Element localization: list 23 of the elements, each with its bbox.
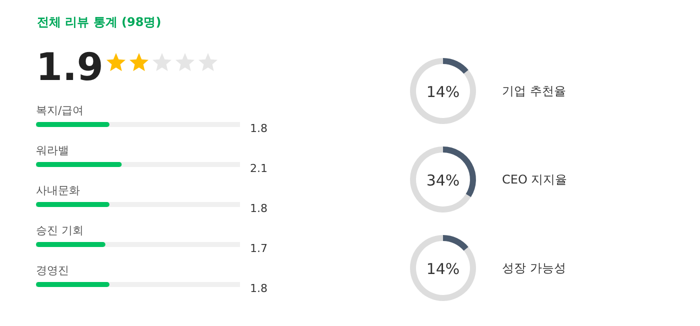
donut-slice xyxy=(410,235,476,301)
data-label: 1.7 xyxy=(250,242,268,255)
text: 기업 추천율 xyxy=(502,84,566,98)
data-label: 1.8 xyxy=(250,282,268,295)
donut-slice xyxy=(410,146,471,212)
text: 34% xyxy=(426,172,460,190)
data-label: 1.8 xyxy=(250,202,268,215)
donut-slice xyxy=(443,235,468,251)
y-tick-label: 사내문화 xyxy=(36,184,80,197)
y-tick-label: 승진 기회 xyxy=(36,224,84,237)
text: CEO 지지율 xyxy=(502,172,568,186)
data-label: 1.8 xyxy=(250,122,268,135)
text: 1.9 xyxy=(36,45,104,89)
y-tick-label: 복지/급여 xyxy=(36,104,84,117)
text: 14% xyxy=(426,260,460,278)
text: 성장 가능성 xyxy=(502,261,566,275)
donut-slice xyxy=(443,58,468,74)
text: 전체 리뷰 통계 (98명) xyxy=(37,15,162,29)
y-tick-label: 워라밸 xyxy=(36,144,69,157)
data-label: 2.1 xyxy=(250,162,268,175)
y-tick-label: 경영진 xyxy=(36,264,69,277)
text: 14% xyxy=(426,83,460,101)
donut-slice xyxy=(410,58,476,124)
